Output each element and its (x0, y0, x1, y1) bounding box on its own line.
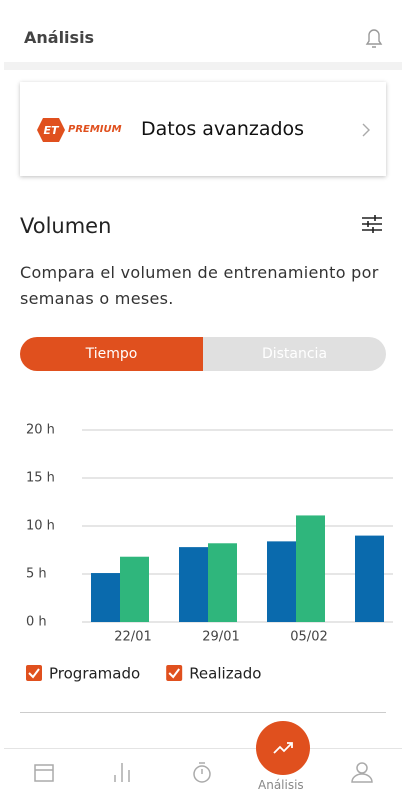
timer-icon[interactable] (193, 765, 211, 783)
section-description: Compara el volumen de entrenamiento por … (20, 263, 379, 308)
premium-card[interactable] (20, 82, 386, 176)
nav-icons (34, 721, 373, 783)
bottom-nav (4, 748, 402, 801)
bar (208, 543, 237, 622)
y-tick-label: 20 h (26, 423, 55, 438)
nav-label: Análisis (258, 778, 304, 792)
x-tick-label: 22/01 (114, 630, 151, 645)
y-tick-label: 5 h (26, 567, 47, 582)
header-title: Análisis (24, 28, 95, 47)
bar (296, 515, 325, 622)
app-header (4, 4, 402, 70)
bar (91, 573, 120, 622)
legend-label: Realizado (189, 665, 261, 683)
x-tick-label: 29/01 (202, 630, 239, 645)
svg-text:ET: ET (43, 124, 60, 137)
check-mark (168, 668, 180, 679)
et-logo: ET (37, 118, 65, 142)
y-tick-label: 10 h (26, 519, 55, 534)
section-title: Volumen (20, 214, 112, 238)
y-tick-label: 0 h (26, 615, 47, 630)
bar (267, 541, 296, 622)
legend-checkbox[interactable] (26, 665, 42, 681)
card-title: Datos avanzados (141, 118, 305, 140)
legend-checkbox[interactable] (166, 665, 183, 681)
chart: 0 h 5 h 10 h 15 h 20 h 22/01 29/01 05/02 Program… (26, 423, 393, 683)
toggle-option[interactable]: Distancia (203, 337, 386, 371)
bar (355, 535, 384, 622)
bar (120, 556, 149, 622)
divider (20, 712, 386, 713)
y-tick-label: 15 h (26, 471, 55, 486)
calendar-icon[interactable] (34, 764, 54, 782)
filter-icon[interactable] (361, 214, 383, 234)
profile-icon[interactable] (356, 762, 368, 774)
chevron (362, 123, 370, 137)
bar (179, 547, 208, 622)
toggle-option[interactable]: Tiempo (20, 337, 203, 371)
check-mark (28, 668, 40, 679)
premium-badge: PREMIUM (68, 124, 122, 135)
legend-label: Programado (49, 665, 140, 683)
fab[interactable] (256, 721, 310, 775)
x-tick-label: 05/02 (290, 630, 327, 645)
bell-icon[interactable] (362, 26, 386, 52)
